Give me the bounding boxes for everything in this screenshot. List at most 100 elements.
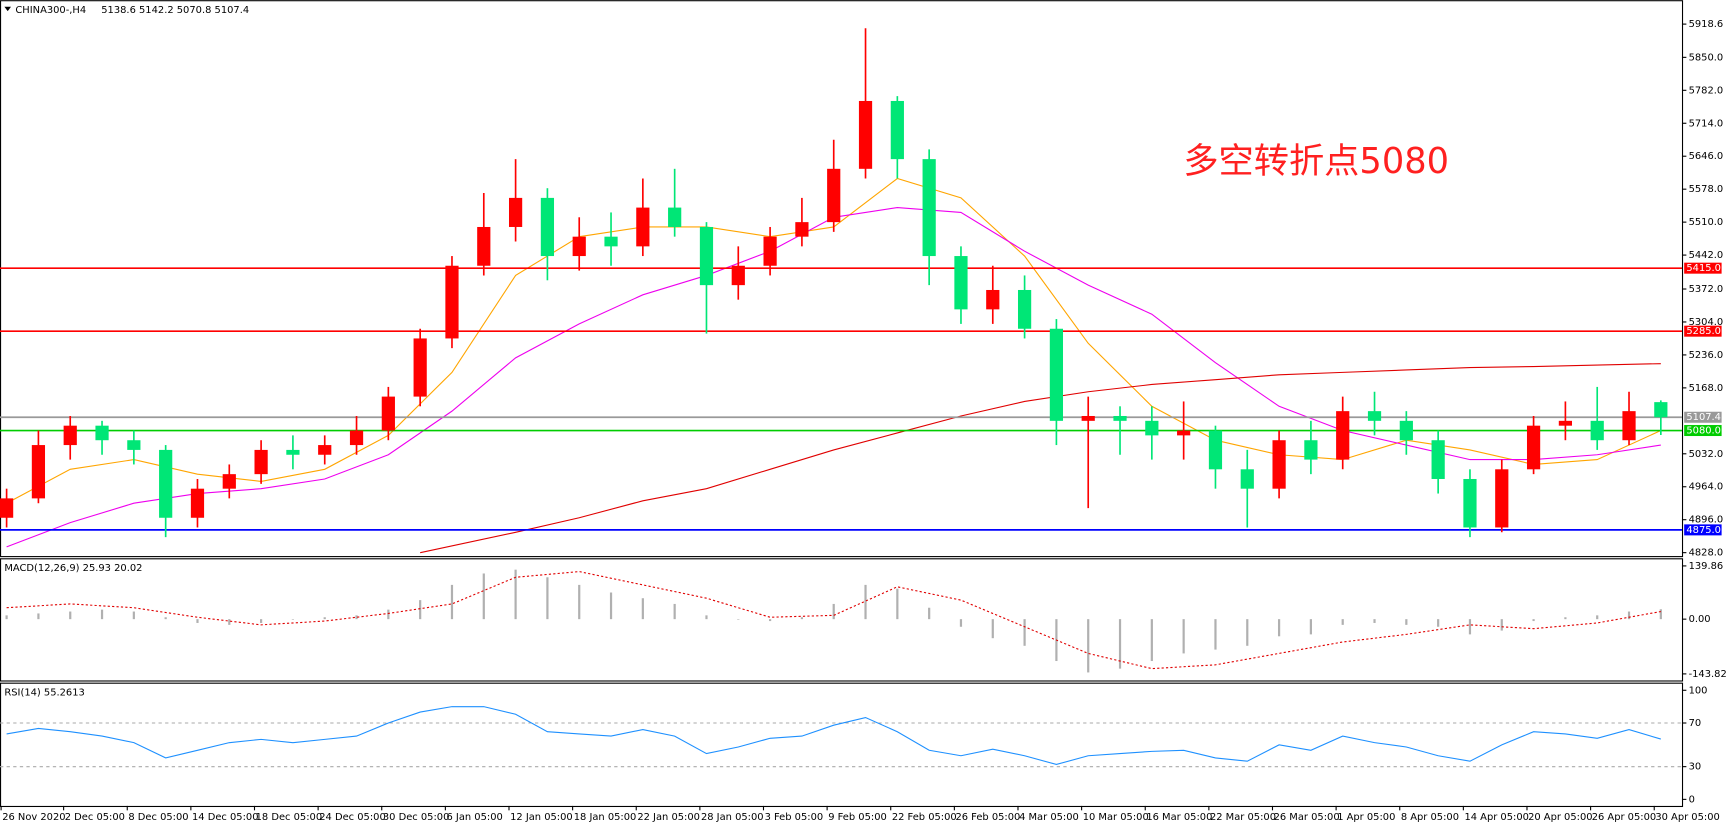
candle-body — [1336, 411, 1350, 460]
macd-bar — [1437, 619, 1440, 627]
macd-bar — [991, 619, 994, 639]
x-tick-label: 1 Apr 05:00 — [1337, 812, 1395, 823]
x-tick-label: 22 Jan 05:00 — [637, 812, 700, 823]
level-label: 5415.0 — [1686, 263, 1721, 274]
macd-bar — [864, 584, 867, 620]
macd-bar — [514, 569, 517, 620]
candle-body — [1272, 440, 1286, 489]
x-tick-label: 16 Mar 05:00 — [1146, 812, 1212, 823]
candle-body — [827, 168, 841, 223]
macd-bar — [1373, 619, 1376, 623]
level-label: 5107.4 — [1686, 412, 1721, 423]
macd-bar — [896, 588, 899, 620]
macd-bar — [673, 603, 676, 620]
x-tick-label: 4 Mar 05:00 — [1019, 812, 1079, 823]
candle-body — [318, 445, 332, 455]
y-tick-label: 4964.0 — [1689, 482, 1724, 493]
level-label: 4875.0 — [1686, 525, 1721, 536]
candle-body — [31, 445, 46, 499]
candle-body — [540, 197, 555, 257]
candle-body — [1049, 328, 1064, 421]
y-tick-label: 100 — [1689, 685, 1708, 696]
macd-bar — [800, 617, 804, 620]
candle-body — [1081, 415, 1095, 421]
y-tick-label: 70 — [1689, 718, 1702, 729]
candle-body — [1017, 289, 1032, 329]
candle-body — [699, 226, 714, 286]
macd-bar — [482, 573, 485, 620]
candle-body — [763, 236, 777, 266]
candle-body — [954, 256, 968, 310]
y-tick-label: 139.86 — [1689, 561, 1724, 572]
y-tick-label: 5372.0 — [1689, 284, 1724, 295]
y-tick-label: 0.00 — [1689, 614, 1711, 625]
macd-bar — [1087, 619, 1090, 673]
candle-body — [1495, 469, 1509, 528]
macd-bar — [928, 607, 931, 620]
panel-frame — [0, 558, 1684, 682]
candle-body — [1463, 478, 1477, 528]
macd-bar — [609, 592, 613, 620]
x-tick-label: 10 Mar 05:00 — [1083, 812, 1149, 823]
macd-bar — [164, 617, 167, 620]
candle-body — [1558, 420, 1573, 426]
x-tick-label: 26 Feb 05:00 — [955, 812, 1020, 823]
candle-body — [572, 236, 586, 257]
macd-bar — [1277, 619, 1281, 637]
macd-bar — [959, 619, 963, 627]
candle-body — [1177, 430, 1191, 436]
candle-body — [922, 159, 936, 257]
y-tick-label: 5304.0 — [1689, 317, 1724, 328]
macd-bar — [705, 615, 708, 620]
x-tick-label: 30 Dec 05:00 — [383, 812, 450, 823]
macd-bar — [1468, 619, 1472, 635]
candle-body — [445, 265, 459, 339]
x-tick-label: 26 Mar 05:00 — [1274, 812, 1340, 823]
y-tick-label: 5168.0 — [1689, 383, 1724, 394]
candle-body — [636, 207, 650, 247]
candle-body — [1654, 402, 1668, 418]
candle-body — [1399, 420, 1413, 441]
candle-body — [222, 474, 236, 489]
macd-bar — [196, 619, 199, 623]
x-tick-label: 26 Nov 2020 — [2, 812, 65, 823]
x-tick-label: 14 Apr 05:00 — [1464, 812, 1529, 823]
macd-bar — [1659, 609, 1662, 620]
candle-body — [254, 449, 268, 475]
x-tick-label: 22 Mar 05:00 — [1210, 812, 1276, 823]
macd-bar — [546, 577, 549, 620]
level-label-box — [1684, 262, 1722, 274]
candle-body — [127, 440, 141, 450]
candle-body — [413, 338, 427, 397]
candle-body — [1240, 469, 1254, 489]
x-tick-label: 8 Dec 05:00 — [128, 812, 188, 823]
ohlc: 5138.6 5142.2 5070.8 5107.4 — [101, 5, 249, 16]
x-tick-label: 12 Jan 05:00 — [510, 812, 573, 823]
x-tick-label: 18 Dec 05:00 — [256, 812, 323, 823]
macd-bar — [1214, 619, 1217, 650]
macd-bar — [1500, 619, 1503, 631]
x-tick-label: 24 Dec 05:00 — [319, 812, 386, 823]
y-tick-label: 5510.0 — [1689, 217, 1724, 228]
macd-bar — [641, 598, 644, 620]
macd-bar — [355, 615, 358, 620]
macd-bar — [132, 611, 135, 620]
y-tick-label: 5578.0 — [1689, 184, 1724, 195]
panel-frame — [0, 0, 1684, 558]
candle-body — [159, 449, 173, 518]
level-label: 5080.0 — [1686, 426, 1721, 437]
candle-body — [0, 498, 14, 518]
candle-body — [1304, 440, 1318, 460]
candle-body — [95, 425, 109, 441]
x-tick-label: 3 Feb 05:00 — [765, 812, 824, 823]
symbol: CHINA300-,H4 — [15, 5, 86, 16]
macd-bar — [291, 619, 295, 620]
x-tick-label: 20 Apr 05:00 — [1528, 812, 1592, 823]
macd-bar — [387, 609, 390, 620]
candle-body — [381, 396, 395, 431]
macd-bar — [1532, 619, 1535, 622]
candle-body — [286, 449, 300, 455]
indicator-title: MACD(12,26,9) 25.93 20.02 — [4, 563, 142, 574]
candle-body — [190, 488, 205, 518]
x-tick-label: 2 Dec 05:00 — [65, 812, 125, 823]
